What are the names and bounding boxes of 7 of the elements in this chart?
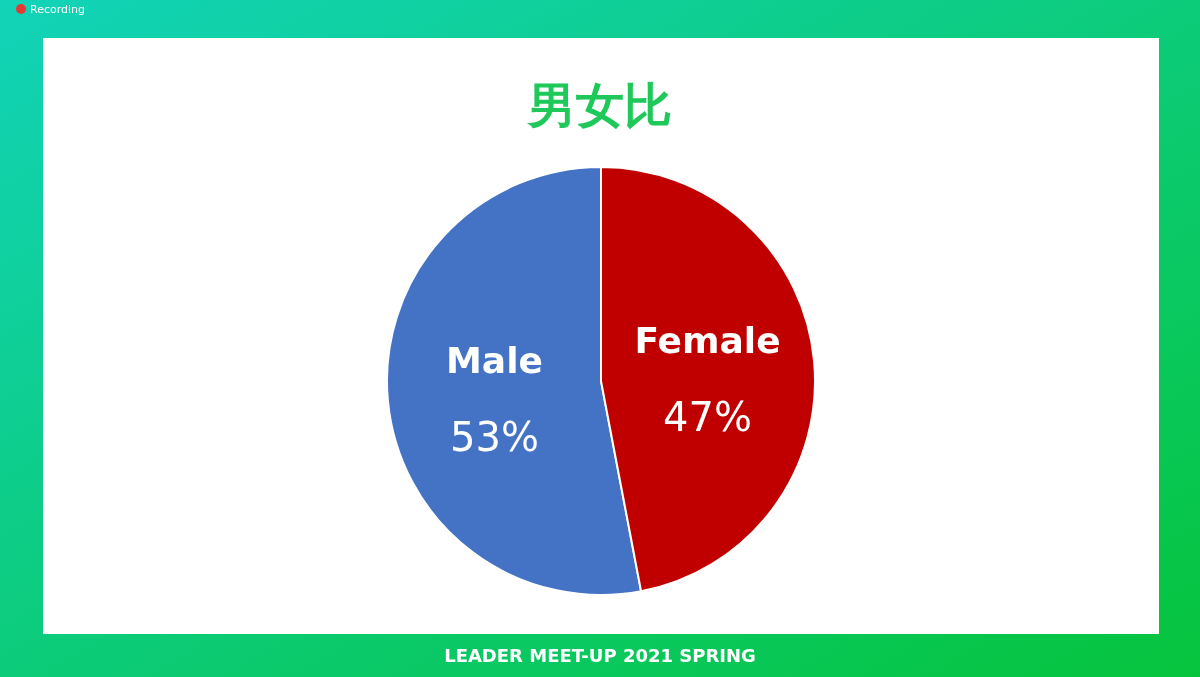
- text: Recording: [30, 3, 86, 16]
- chart-title: 男女比: [526, 77, 672, 133]
- data-label: 53%: [450, 414, 539, 461]
- data-label: 47%: [663, 393, 752, 440]
- slice-label: Female: [634, 319, 781, 361]
- text: LEADER MEET-UP 2021 SPRING: [444, 645, 756, 666]
- slice-label: Male: [446, 340, 543, 382]
